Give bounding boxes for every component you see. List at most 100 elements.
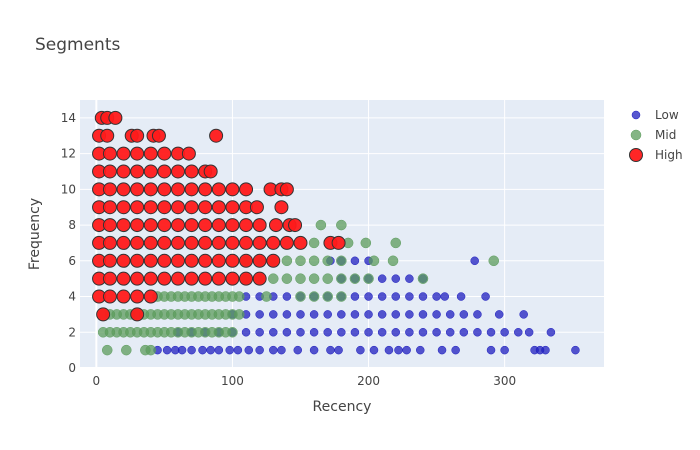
data-point	[143, 146, 158, 161]
data-point	[102, 235, 117, 250]
data-point	[377, 274, 387, 283]
data-point	[209, 128, 224, 143]
legend: Low Mid High	[629, 108, 683, 162]
data-point	[440, 292, 450, 301]
data-point	[130, 182, 145, 197]
data-point	[282, 292, 292, 301]
data-point	[349, 273, 361, 284]
chart-title: Segments	[35, 35, 121, 55]
data-point	[252, 235, 267, 250]
data-point	[391, 310, 401, 319]
data-point	[157, 253, 172, 268]
data-point	[187, 345, 196, 355]
data-point	[486, 345, 496, 355]
data-point	[405, 274, 414, 283]
data-point	[432, 328, 441, 337]
data-point	[233, 291, 245, 302]
data-point	[322, 273, 333, 284]
plot-area	[80, 100, 604, 368]
data-point	[473, 310, 482, 319]
data-point	[405, 292, 414, 301]
data-point	[261, 291, 272, 302]
y-tick-label: 8	[68, 218, 76, 232]
y-tick-label: 14	[61, 111, 76, 125]
data-point	[295, 255, 306, 267]
data-point	[116, 146, 131, 161]
data-point	[336, 273, 347, 284]
data-point	[377, 292, 387, 301]
data-point	[481, 292, 490, 301]
data-point	[279, 182, 294, 197]
data-point	[225, 345, 234, 355]
data-point	[116, 182, 131, 197]
data-point	[102, 271, 117, 286]
legend-marker	[631, 110, 641, 120]
data-point	[315, 219, 327, 231]
data-point	[405, 310, 414, 319]
data-point	[157, 200, 172, 215]
data-point	[157, 146, 172, 161]
data-point	[130, 218, 145, 233]
data-point	[268, 273, 279, 284]
data-point	[130, 253, 145, 268]
data-point	[323, 310, 332, 319]
data-point	[416, 345, 425, 355]
data-point	[295, 273, 306, 284]
data-point	[252, 218, 267, 233]
data-point	[198, 253, 213, 268]
data-point	[170, 271, 185, 286]
data-point	[239, 182, 254, 197]
data-point	[170, 164, 185, 179]
data-point	[281, 255, 293, 267]
data-point	[402, 345, 411, 355]
data-point	[184, 182, 199, 197]
x-tick-label: 200	[357, 374, 380, 388]
data-point	[143, 253, 158, 268]
data-point	[211, 182, 226, 197]
data-point	[336, 255, 347, 267]
data-point	[432, 292, 441, 301]
data-point	[384, 345, 394, 355]
data-point	[143, 289, 158, 304]
legend-marker	[629, 148, 643, 162]
data-point	[130, 146, 145, 161]
data-point	[488, 255, 500, 267]
data-point	[308, 273, 320, 284]
data-point	[184, 271, 199, 286]
data-point	[143, 164, 158, 179]
data-point	[281, 273, 293, 284]
data-point	[181, 146, 196, 161]
data-point	[337, 310, 346, 319]
y-tick-label: 10	[61, 182, 76, 196]
data-point	[102, 253, 117, 268]
tick-labels: 0 100 200 300 0 2 4 6 8 10 12 14	[61, 111, 516, 388]
data-point	[279, 235, 294, 250]
data-point	[239, 253, 254, 268]
data-point	[227, 327, 238, 338]
data-point	[225, 200, 240, 215]
data-point	[364, 328, 373, 337]
data-point	[418, 292, 428, 301]
data-point	[277, 345, 286, 355]
data-point	[239, 271, 254, 286]
data-point	[364, 310, 373, 319]
data-point	[211, 271, 226, 286]
data-point	[255, 328, 264, 337]
data-point	[459, 328, 469, 337]
data-point	[170, 218, 185, 233]
legend-marker	[630, 129, 642, 141]
data-point	[391, 274, 401, 283]
data-point	[203, 164, 218, 179]
data-point	[151, 128, 166, 143]
data-point	[350, 328, 360, 337]
data-point	[308, 237, 320, 249]
data-point	[437, 345, 447, 355]
data-point	[309, 328, 319, 337]
data-point	[364, 292, 373, 301]
data-point	[198, 235, 213, 250]
data-point	[308, 255, 320, 267]
data-point	[293, 235, 308, 250]
data-point	[519, 310, 528, 319]
data-point	[288, 218, 303, 233]
